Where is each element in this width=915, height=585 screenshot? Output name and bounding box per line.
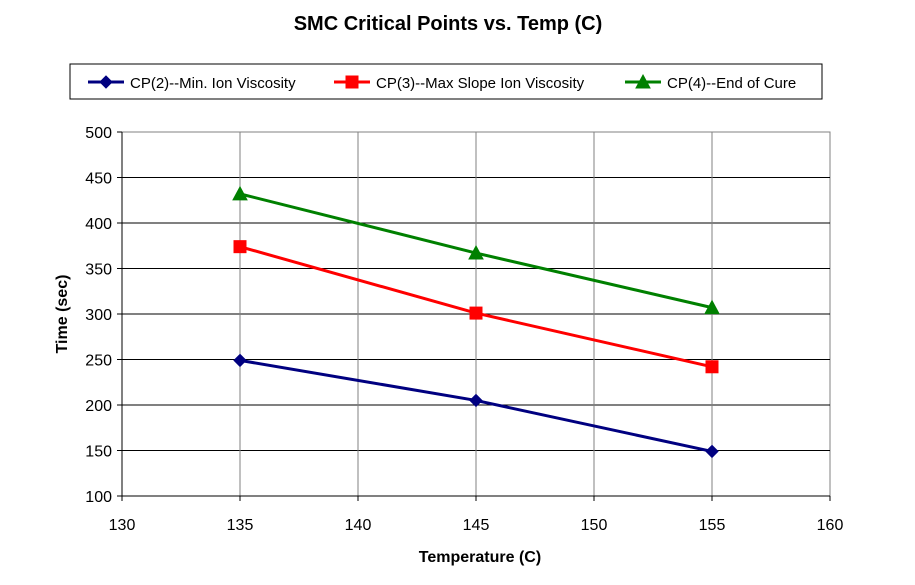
legend-item-2: CP(3)--Max Slope Ion Viscosity <box>334 75 585 92</box>
x-tick-label: 130 <box>109 517 136 534</box>
legend-item-3: CP(4)--End of Cure <box>625 73 796 92</box>
legend-label: CP(4)--End of Cure <box>667 75 796 92</box>
x-tick-label: 150 <box>581 517 608 534</box>
data-point <box>233 353 247 368</box>
legend-swatch-marker <box>99 75 113 89</box>
y-tick-label: 300 <box>85 307 112 324</box>
data-point <box>469 393 483 408</box>
legend: CP(2)--Min. Ion Viscosity CP(3)--Max Slop… <box>69 63 823 100</box>
series-2 <box>233 240 719 374</box>
legend-label: CP(3)--Max Slope Ion Viscosity <box>376 75 585 92</box>
y-axis-title: Time (sec) <box>54 275 71 354</box>
series-3 <box>232 185 720 315</box>
legend-item-1: CP(2)--Min. Ion Viscosity <box>88 75 296 92</box>
chart-title: SMC Critical Points vs. Temp (C) <box>294 13 603 35</box>
y-axis: 100 150 200 250 300 350 400 450 500 <box>85 125 123 506</box>
data-point <box>705 360 719 374</box>
x-tick-label: 160 <box>817 517 844 534</box>
data-point <box>232 185 248 201</box>
y-tick-label: 250 <box>85 353 112 370</box>
data-point <box>704 299 720 315</box>
x-tick-label: 135 <box>227 517 254 534</box>
y-tick-label: 450 <box>85 171 112 188</box>
legend-swatch-marker <box>345 75 359 89</box>
series-layer <box>232 185 720 459</box>
x-axis: 130 135 140 145 150 155 160 <box>109 495 844 534</box>
x-tick-label: 155 <box>699 517 726 534</box>
y-tick-label: 150 <box>85 444 112 461</box>
data-point <box>469 306 483 320</box>
y-tick-label: 500 <box>85 125 112 142</box>
data-point <box>705 444 719 459</box>
data-point <box>233 240 247 254</box>
legend-box <box>69 63 823 100</box>
y-tick-label: 100 <box>85 489 112 506</box>
y-tick-label: 200 <box>85 398 112 415</box>
data-point <box>468 244 484 260</box>
series-1 <box>233 353 719 459</box>
legend-swatch-marker <box>635 73 651 89</box>
x-axis-title: Temperature (C) <box>419 549 541 566</box>
legend-label: CP(2)--Min. Ion Viscosity <box>130 75 296 92</box>
y-tick-label: 350 <box>85 262 112 279</box>
x-tick-label: 145 <box>463 517 490 534</box>
y-tick-label: 400 <box>85 216 112 233</box>
x-tick-label: 140 <box>345 517 372 534</box>
